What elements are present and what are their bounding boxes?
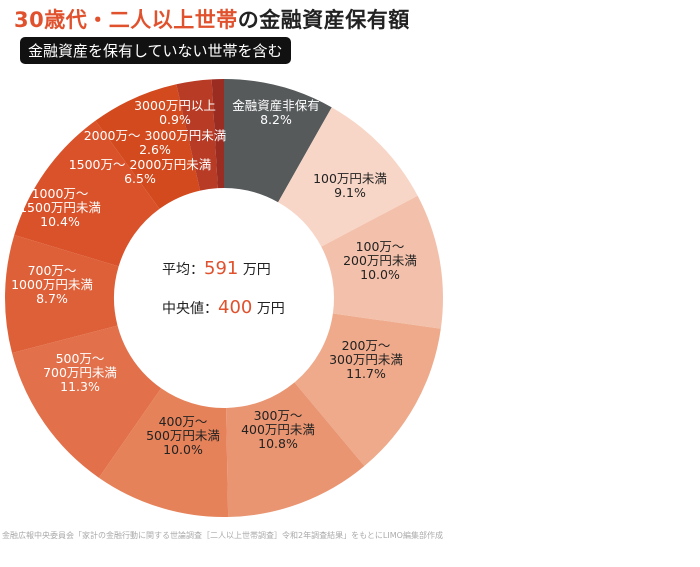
- slice-category-label: 500万～: [56, 351, 105, 366]
- title-rest: の金融資産保有額: [237, 8, 410, 32]
- donut-slice: [5, 235, 119, 354]
- slice-category-label: 1000万～: [32, 186, 89, 201]
- slice-category-label: 1000万円未満: [11, 277, 93, 292]
- donut-slice: [95, 84, 201, 209]
- slice-value-label: 9.1%: [334, 185, 366, 200]
- slice-category-label: 700万～: [28, 263, 77, 278]
- slice-category-label: 400万～: [159, 414, 208, 429]
- slice-value-label: 11.7%: [346, 366, 386, 381]
- slice-label: 1000万～ 1500万円未満 10.4%: [19, 186, 101, 229]
- donut-slice: [294, 313, 441, 467]
- slice-category-label: 200万円未満: [343, 253, 417, 268]
- donut-slice: [211, 79, 224, 189]
- slice-label: 400万～ 500万円未満 10.0%: [146, 414, 220, 457]
- source-note: 金融広報中央委員会「家計の金融行動に関する世論調査［二人以上世帯調査］令和2年調…: [2, 531, 443, 540]
- slice-category-label: 3000万円以上: [134, 98, 216, 113]
- donut-slice: [226, 382, 365, 517]
- slice-category-label: 500万円未満: [146, 428, 220, 443]
- slice-value-label: 10.0%: [360, 267, 400, 282]
- mean-unit: 万円: [242, 262, 271, 278]
- median-readout: 中央値：400 万円: [162, 297, 285, 318]
- donut-slice: [321, 195, 443, 329]
- median-value: 400: [218, 297, 253, 318]
- slice-category-label: 100万～: [356, 239, 405, 254]
- slice-value-label: 11.3%: [60, 379, 100, 394]
- title-accent: 30歳代・二人以上世帯: [14, 8, 238, 32]
- slice-label: 3000万円以上 0.9%: [134, 98, 216, 127]
- donut-slice: [224, 79, 332, 203]
- slice-label: 100万～ 200万円未満 10.0%: [343, 239, 417, 282]
- slice-category-label: 金融資産非保有: [232, 98, 320, 113]
- chart-title: 30歳代・二人以上世帯の金融資産保有額: [14, 4, 410, 34]
- slice-label: 700万～ 1000万円未満 8.7%: [11, 263, 93, 306]
- slice-category-label: 1500万～ 2000万円未満: [69, 157, 212, 172]
- slice-category-label: 300万～: [254, 408, 303, 423]
- mean-label: 平均：: [162, 262, 204, 278]
- slice-category-label: 300万円未満: [329, 352, 403, 367]
- slice-category-label: 400万円未満: [241, 422, 315, 437]
- slice-value-label: 6.5%: [124, 171, 156, 186]
- slice-label: 2000万～ 3000万円未満 2.6%: [84, 128, 227, 157]
- donut-slice: [98, 388, 229, 517]
- slice-value-label: 2.6%: [139, 142, 171, 157]
- donut-slice: [12, 325, 162, 478]
- slice-category-label: 100万円未満: [313, 171, 387, 186]
- slice-category-label: 2000万～ 3000万円未満: [84, 128, 227, 143]
- donut-slice: [278, 107, 418, 247]
- slice-category-label: 700万円未満: [43, 365, 117, 380]
- slice-label: 500万～ 700万円未満 11.3%: [43, 351, 117, 394]
- slice-label: 1500万～ 2000万円未満 6.5%: [69, 157, 212, 186]
- slice-category-label: 200万～: [342, 338, 391, 353]
- subtitle-badge: 金融資産を保有していない世帯を含む: [20, 37, 291, 64]
- slice-label: 金融資産非保有 8.2%: [232, 98, 320, 127]
- slice-value-label: 8.2%: [260, 112, 292, 127]
- slice-label: 100万円未満 9.1%: [313, 171, 387, 200]
- slice-label: 300万～ 400万円未満 10.8%: [241, 408, 315, 451]
- slice-label: 200万～ 300万円未満 11.7%: [329, 338, 403, 381]
- donut-slice: [14, 120, 160, 267]
- slice-value-label: 0.9%: [159, 112, 191, 127]
- slice-value-label: 10.0%: [163, 442, 203, 457]
- donut-slice: [176, 79, 218, 191]
- slice-value-label: 10.8%: [258, 436, 298, 451]
- median-unit: 万円: [256, 301, 285, 317]
- mean-readout: 平均：591 万円: [162, 258, 271, 279]
- median-label: 中央値：: [162, 301, 218, 317]
- slice-category-label: 1500万円未満: [19, 200, 101, 215]
- slice-value-label: 8.7%: [36, 291, 68, 306]
- mean-value: 591: [204, 258, 239, 279]
- slice-value-label: 10.4%: [40, 214, 80, 229]
